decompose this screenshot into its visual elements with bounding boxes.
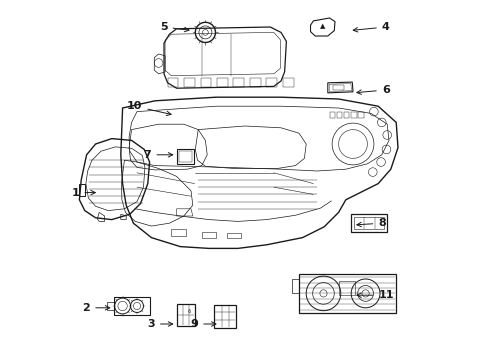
Text: 3: 3	[147, 319, 173, 329]
Text: 5: 5	[160, 22, 189, 32]
Circle shape	[306, 276, 341, 311]
Circle shape	[351, 279, 380, 308]
Text: 6: 6	[357, 85, 390, 95]
Text: 8: 8	[357, 218, 386, 228]
Bar	[176, 149, 194, 164]
Bar	[179, 151, 192, 162]
Text: 9: 9	[190, 319, 216, 329]
Text: 2: 2	[82, 303, 110, 313]
Text: ▲: ▲	[319, 23, 325, 29]
Text: 6: 6	[188, 309, 191, 314]
Text: 10: 10	[127, 101, 171, 116]
Text: 7: 7	[144, 150, 173, 160]
Text: 11: 11	[357, 290, 393, 300]
Text: 4: 4	[353, 22, 390, 32]
Text: 1: 1	[72, 188, 96, 198]
